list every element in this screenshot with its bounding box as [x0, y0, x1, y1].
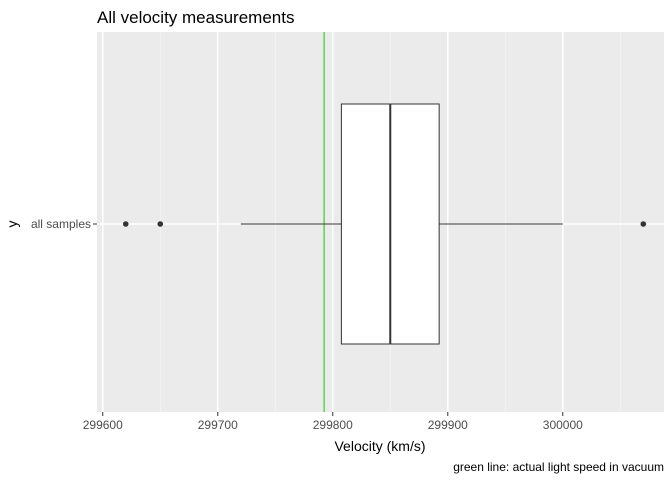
x-tick-label: 299600	[83, 418, 123, 432]
y-tick-label: all samples	[31, 217, 91, 231]
x-tick-label: 299800	[313, 418, 353, 432]
x-axis-label: Velocity (km/s)	[334, 438, 425, 454]
x-tick-label: 300000	[543, 418, 583, 432]
chart-caption: green line: actual light speed in vacuum	[453, 460, 664, 474]
boxplot	[122, 103, 647, 345]
x-tick-label: 299900	[428, 418, 468, 432]
chart-title: All velocity measurements	[97, 8, 294, 27]
x-axis-ticks: 299600 299700 299800 299900 300000	[83, 412, 583, 432]
y-axis-label: y	[4, 221, 20, 228]
outlier-point	[640, 221, 647, 227]
outlier-point	[157, 221, 164, 227]
y-axis-ticks: all samples	[31, 217, 97, 231]
outlier-point	[122, 221, 129, 227]
x-tick-label: 299700	[198, 418, 238, 432]
